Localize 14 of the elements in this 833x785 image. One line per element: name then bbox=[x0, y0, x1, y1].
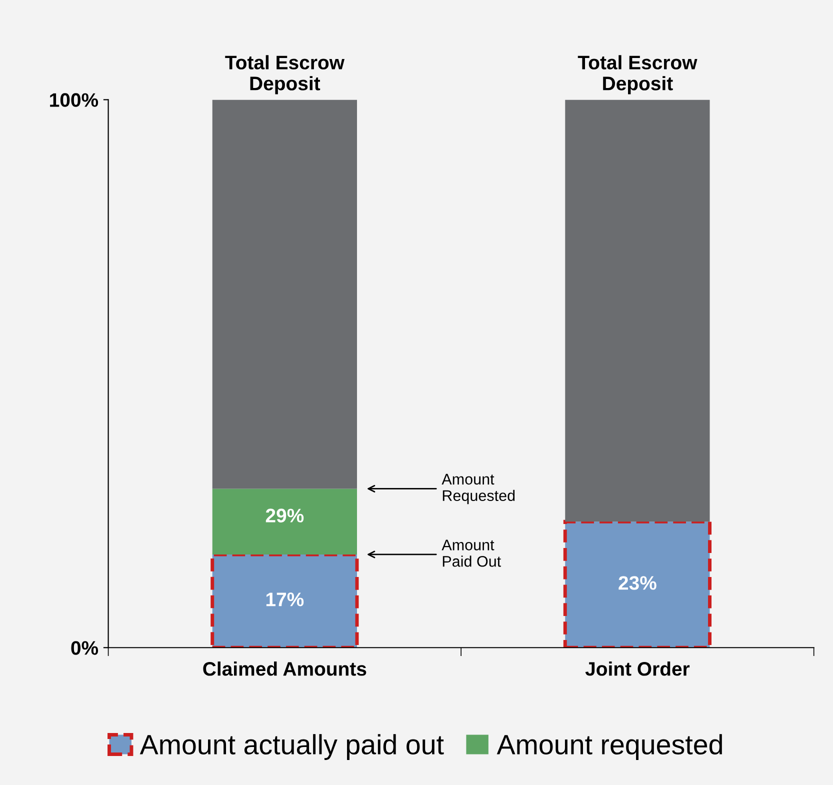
bar bbox=[212, 100, 357, 489]
annotation: Total Escrow Deposit bbox=[578, 55, 698, 94]
data-label: 17% bbox=[266, 592, 304, 606]
data-label: 23% bbox=[618, 576, 656, 590]
annotation: 29% bbox=[266, 508, 304, 522]
legend-label: Amount actually paid out bbox=[140, 734, 444, 760]
y-tick-label: 0% bbox=[71, 641, 98, 655]
annotation: Amount Requested bbox=[442, 474, 515, 504]
x-tick-label: Joint Order bbox=[585, 662, 690, 676]
y-tick-label: 100% bbox=[50, 93, 98, 107]
legend-label: Amount requested bbox=[496, 734, 722, 760]
x-tick-label: Claimed Amounts bbox=[203, 662, 366, 676]
annotation: Total Escrow Deposit bbox=[225, 55, 345, 94]
annotation: Amount Paid Out bbox=[442, 540, 501, 567]
